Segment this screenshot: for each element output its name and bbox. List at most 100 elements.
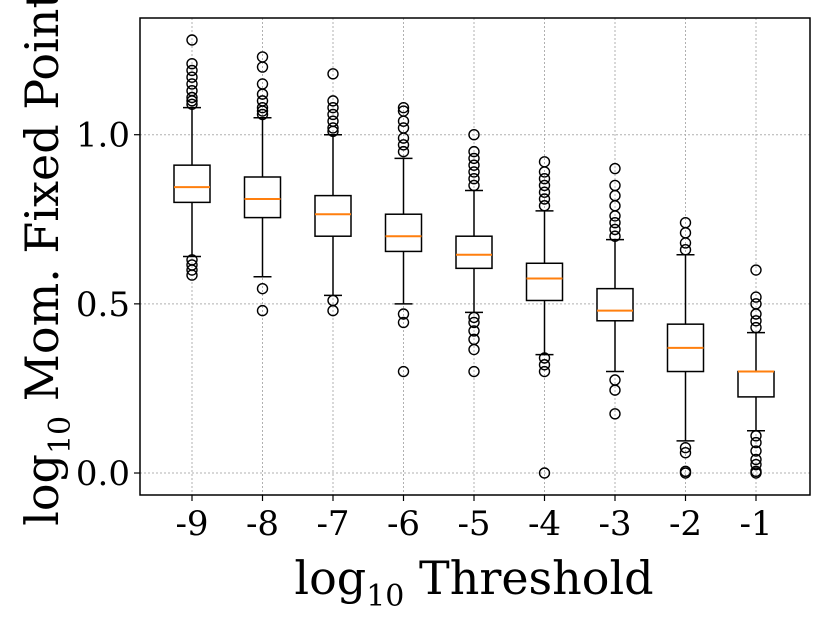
outlier-point — [186, 259, 198, 271]
box-iqr — [243, 176, 282, 219]
axis-ticks: -9 -8 -7 -6 -5 -4 -3 -2 -1 0.0 0.5 1.0 — [76, 116, 773, 544]
outlier-point — [397, 365, 410, 378]
outlier-point — [750, 430, 762, 442]
x-tick-label: -9 — [175, 504, 208, 544]
outlier-point — [256, 304, 269, 317]
x-tick-label: -5 — [457, 504, 490, 544]
outlier-point — [468, 145, 480, 158]
outlier-point — [397, 122, 410, 134]
outlier-point — [186, 64, 198, 77]
outlier-point — [679, 447, 692, 459]
outlier-point — [397, 105, 410, 117]
box-group--9 — [173, 34, 211, 281]
box-iqr — [314, 194, 352, 237]
outlier-point — [679, 216, 692, 229]
box-iqr — [525, 262, 564, 302]
outlier-point — [397, 101, 410, 114]
outlier-point — [468, 311, 480, 324]
box-group--6 — [384, 101, 423, 378]
box-iqr — [737, 370, 775, 398]
outlier-point — [750, 315, 762, 327]
outlier-point — [609, 179, 621, 192]
x-tick-label: -1 — [739, 504, 772, 544]
outlier-point — [256, 51, 269, 63]
y-tick-label: 0.5 — [76, 285, 130, 325]
box-plot-series — [173, 34, 775, 479]
plot-frame — [139, 17, 811, 496]
outlier-point — [750, 453, 762, 466]
x-tick-label: -2 — [669, 504, 702, 544]
x-tick-label: -3 — [598, 504, 631, 544]
outlier-point — [397, 308, 410, 320]
outlier-point — [538, 365, 551, 378]
outlier-point — [538, 359, 551, 371]
outlier-point — [538, 200, 551, 212]
outlier-point — [468, 325, 480, 337]
outlier-point — [750, 321, 762, 334]
outlier-point — [538, 179, 551, 192]
outlier-point — [468, 166, 480, 178]
outlier-point — [397, 139, 410, 151]
outlier-point — [468, 365, 480, 378]
y-tick-label: 1.0 — [76, 116, 130, 156]
outlier-point — [327, 122, 339, 134]
box-group--8 — [243, 51, 282, 317]
x-tick-label: -6 — [387, 504, 420, 544]
outlier-point — [186, 254, 198, 266]
outlier-point — [397, 316, 410, 329]
box-iqr — [384, 213, 423, 253]
outlier-point — [679, 465, 692, 478]
outlier-point — [397, 145, 410, 158]
outlier-point — [327, 68, 339, 80]
outlier-point — [468, 179, 480, 192]
y-tick-label: 0.0 — [76, 454, 130, 494]
outlier-point — [538, 172, 551, 185]
outlier-point — [256, 78, 269, 90]
outlier-point — [186, 98, 198, 110]
box-group--7 — [314, 68, 352, 317]
outlier-point — [750, 436, 762, 449]
x-axis-label: log10 Threshold — [294, 551, 653, 614]
outlier-point — [679, 441, 692, 454]
x-tick-label: -7 — [316, 504, 349, 544]
x-tick-label: -4 — [528, 504, 561, 544]
outlier-point — [256, 282, 269, 295]
outlier-point — [609, 216, 621, 229]
outlier-point — [468, 333, 480, 346]
outlier-point — [256, 101, 269, 114]
outlier-point — [609, 162, 621, 175]
box-group--5 — [455, 129, 493, 378]
x-tick-label: -8 — [246, 504, 279, 544]
outlier-point — [538, 193, 551, 205]
outlier-point — [397, 115, 410, 127]
outlier-point — [468, 129, 480, 141]
outlier-point — [679, 227, 692, 239]
outlier-point — [679, 244, 692, 256]
outlier-point — [609, 408, 621, 420]
box-iqr — [596, 287, 634, 322]
outlier-point — [750, 264, 762, 276]
outlier-point — [186, 85, 198, 97]
outlier-point — [256, 108, 269, 121]
outlier-point — [186, 78, 198, 90]
box-iqr — [173, 164, 211, 204]
outlier-point — [750, 445, 762, 457]
box-group--3 — [596, 162, 634, 420]
outlier-point — [327, 115, 339, 127]
y-axis-label: log10 Mom. Fixed Point — [15, 0, 78, 526]
outlier-point — [538, 186, 551, 198]
outlier-point — [327, 95, 339, 107]
box-group--1 — [737, 264, 775, 479]
outlier-point — [538, 156, 551, 168]
box-group--2 — [666, 216, 705, 479]
outlier-point — [538, 352, 551, 364]
outlier-point — [468, 159, 480, 171]
outlier-point — [750, 465, 762, 478]
outlier-point — [468, 152, 480, 165]
outlier-point — [327, 294, 339, 307]
outlier-point — [256, 95, 269, 107]
outlier-point — [186, 71, 198, 83]
outlier-point — [186, 91, 198, 104]
outlier-point — [609, 374, 621, 386]
